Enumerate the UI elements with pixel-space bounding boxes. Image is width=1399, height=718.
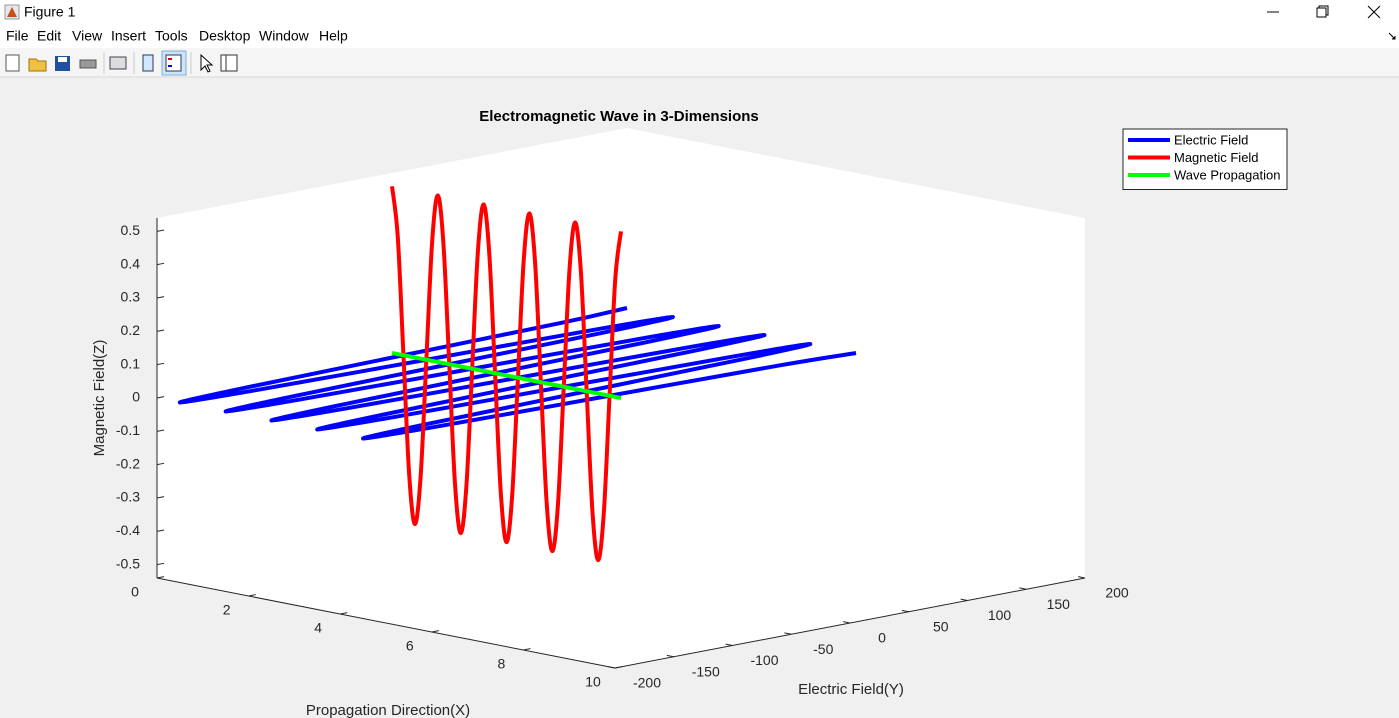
y-tick-label: 50 [933,618,949,634]
x-tick [340,612,348,615]
z-tick [156,429,165,432]
y-tick-label: -200 [633,675,661,691]
z-tick-label: -0.3 [116,489,140,505]
app-icon-glyph [7,7,17,17]
window-title: Figure 1 [24,4,76,20]
x-axis-line [156,577,616,669]
link-button[interactable] [109,56,127,70]
x-tick [523,648,531,651]
z-tick [156,229,165,232]
legend[interactable]: Electric Field Magnetic Field Wave Propaga… [1122,128,1288,190]
y-tick [666,654,674,658]
legend-label: Magnetic Field [1174,150,1259,165]
z-tick-label: -0.2 [116,455,140,471]
menu-item[interactable]: Window [259,28,310,44]
y-tick-label: 150 [1047,596,1071,612]
y-axis-label: Electric Field(Y) [798,681,904,698]
x-tick-label: 4 [314,620,322,636]
close-button[interactable] [1367,5,1381,19]
dock-arrow[interactable] [1388,32,1396,40]
y-tick-label: 0 [878,630,886,646]
z-tick [156,396,165,399]
menu-item[interactable]: File [6,28,29,44]
z-tick-label: 0.3 [121,289,141,305]
menu-bar [0,26,1399,48]
menu-item[interactable]: Help [319,28,348,44]
z-tick [156,262,165,266]
y-tick [843,621,851,624]
toolbar-buttons[interactable] [5,50,238,76]
z-tick [156,329,165,332]
window-controls[interactable] [1267,5,1381,19]
new-button[interactable] [5,54,20,72]
y-tick-label: -100 [750,652,778,668]
z-tick [156,496,165,499]
chart-title: Electromagnetic Wave in 3-Dimensions [479,108,759,125]
y-tick-label: -50 [813,641,833,657]
z-tick-label: 0 [132,389,140,405]
restore-glyph [1318,5,1329,16]
z-tick [156,529,165,532]
z-tick-label: 0.4 [121,255,141,271]
z-tick [156,296,165,299]
z-tick [156,362,165,366]
z-tick [156,562,165,566]
z-tick-label: -0.5 [116,555,140,571]
x-tick [156,576,165,579]
title-bar [0,0,1399,26]
z-axis-label: Magnetic Field(Z) [91,340,108,457]
menu-item[interactable]: Insert [111,28,146,44]
menu-item[interactable]: Tools [155,28,188,44]
x-tick-label: 0 [131,584,139,600]
legend-label: Wave Propagation [1174,167,1280,182]
z-tick [156,462,165,466]
print-button[interactable] [79,59,97,69]
x-tick-label: 2 [223,602,231,618]
x-tick [431,630,439,633]
save-glyph [58,57,67,62]
select-button[interactable] [200,53,214,73]
open-button[interactable] [28,58,47,72]
x-tick [248,594,256,597]
menu-item[interactable]: View [72,28,103,44]
plot-area: 0 2 4 6 8 10 -200 -150 -100 -50 0 50 100 150 200 -0.5 -0… [91,108,1288,718]
menu-item[interactable]: Edit [37,28,61,44]
y-tick [1019,587,1027,590]
y-tick-label: 200 [1105,585,1129,601]
z-tick-label: 0.2 [121,322,141,338]
y-tick [784,632,792,635]
series-line [177,306,857,441]
y-tick-label: -150 [692,663,720,679]
z-tick-label: 0.1 [121,355,141,371]
menu-item[interactable]: Desktop [199,28,251,44]
z-tick-label: -0.1 [116,422,140,438]
x-tick-label: 10 [585,674,601,690]
restore-button[interactable] [1316,7,1327,18]
y-tick [1078,576,1086,579]
colorbar-button[interactable] [142,54,154,72]
x-tick [614,666,623,669]
x-axis-label: Propagation Direction(X) [306,702,470,718]
property-button[interactable] [220,54,238,72]
y-tick [901,609,909,613]
y-tick-label: 100 [988,607,1012,623]
series-line [390,186,623,563]
menu-items: File Edit View Insert Tools Desktop Window Help [6,28,348,44]
legend-button [165,54,182,72]
x-tick-label: 8 [498,656,506,672]
z-tick-label: 0.5 [121,222,141,238]
y-tick [608,666,616,669]
y-tick [960,598,968,601]
series-line [391,351,622,400]
legend-label: Electric Field [1174,132,1248,147]
x-tick-label: 6 [406,638,414,654]
z-tick-label: -0.4 [116,522,140,538]
y-tick [725,643,733,646]
